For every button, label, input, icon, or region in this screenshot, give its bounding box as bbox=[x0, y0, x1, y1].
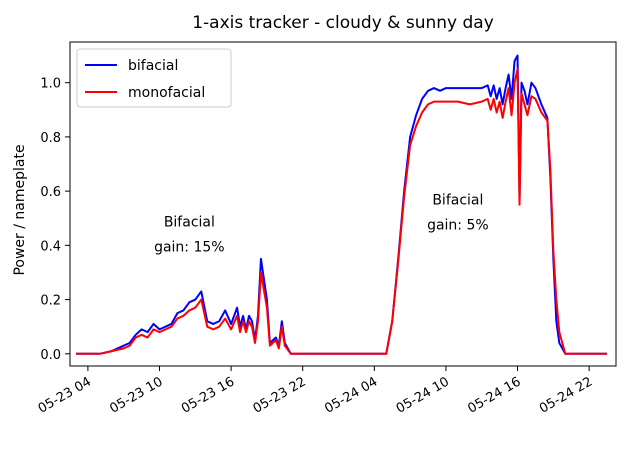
y-tick-label: 0.8 bbox=[40, 131, 61, 146]
annotation-text: gain: 5% bbox=[427, 218, 489, 234]
annotation-text: Bifacial bbox=[432, 193, 483, 209]
y-tick-label: 0.2 bbox=[40, 294, 61, 309]
plot-lines bbox=[75, 54, 608, 355]
x-tick-label: 05-24 16 bbox=[465, 374, 523, 416]
x-tick-label: 05-23 10 bbox=[107, 374, 165, 416]
x-tick-label: 05-23 22 bbox=[251, 374, 309, 416]
y-tick-label: 0.4 bbox=[40, 239, 61, 254]
legend-label-bifacial: bifacial bbox=[128, 58, 178, 74]
plot-frame bbox=[69, 41, 617, 367]
legend-label-monofacial: monofacial bbox=[128, 85, 205, 101]
y-tick-label: 0.0 bbox=[40, 348, 61, 363]
annotations: Bifacial gain: 15% Bifacial gain: 5% bbox=[154, 193, 489, 256]
y-tick-label: 0.6 bbox=[40, 185, 61, 200]
x-tick-label: 05-23 04 bbox=[36, 374, 94, 416]
x-tick-label: 05-24 22 bbox=[537, 374, 595, 416]
y-axis: 0.0 0.2 0.4 0.6 0.8 1.0 bbox=[40, 77, 70, 363]
annotation-text: Bifacial bbox=[164, 214, 215, 230]
y-tick-label: 1.0 bbox=[40, 77, 61, 92]
legend: bifacial monofacial bbox=[76, 48, 232, 108]
y-axis-label: Power / nameplate bbox=[12, 144, 28, 275]
x-tick-label: 05-24 10 bbox=[394, 374, 452, 416]
x-axis: 05-23 04 05-23 10 05-23 16 05-23 22 05-24 04… bbox=[36, 366, 595, 417]
x-tick-label: 05-23 16 bbox=[179, 374, 237, 416]
series-line-monofacial bbox=[75, 68, 608, 355]
chart-title: 1-axis tracker - cloudy & sunny day bbox=[192, 13, 494, 33]
annotation-text: gain: 15% bbox=[154, 239, 225, 255]
x-tick-label: 05-24 04 bbox=[322, 374, 380, 416]
